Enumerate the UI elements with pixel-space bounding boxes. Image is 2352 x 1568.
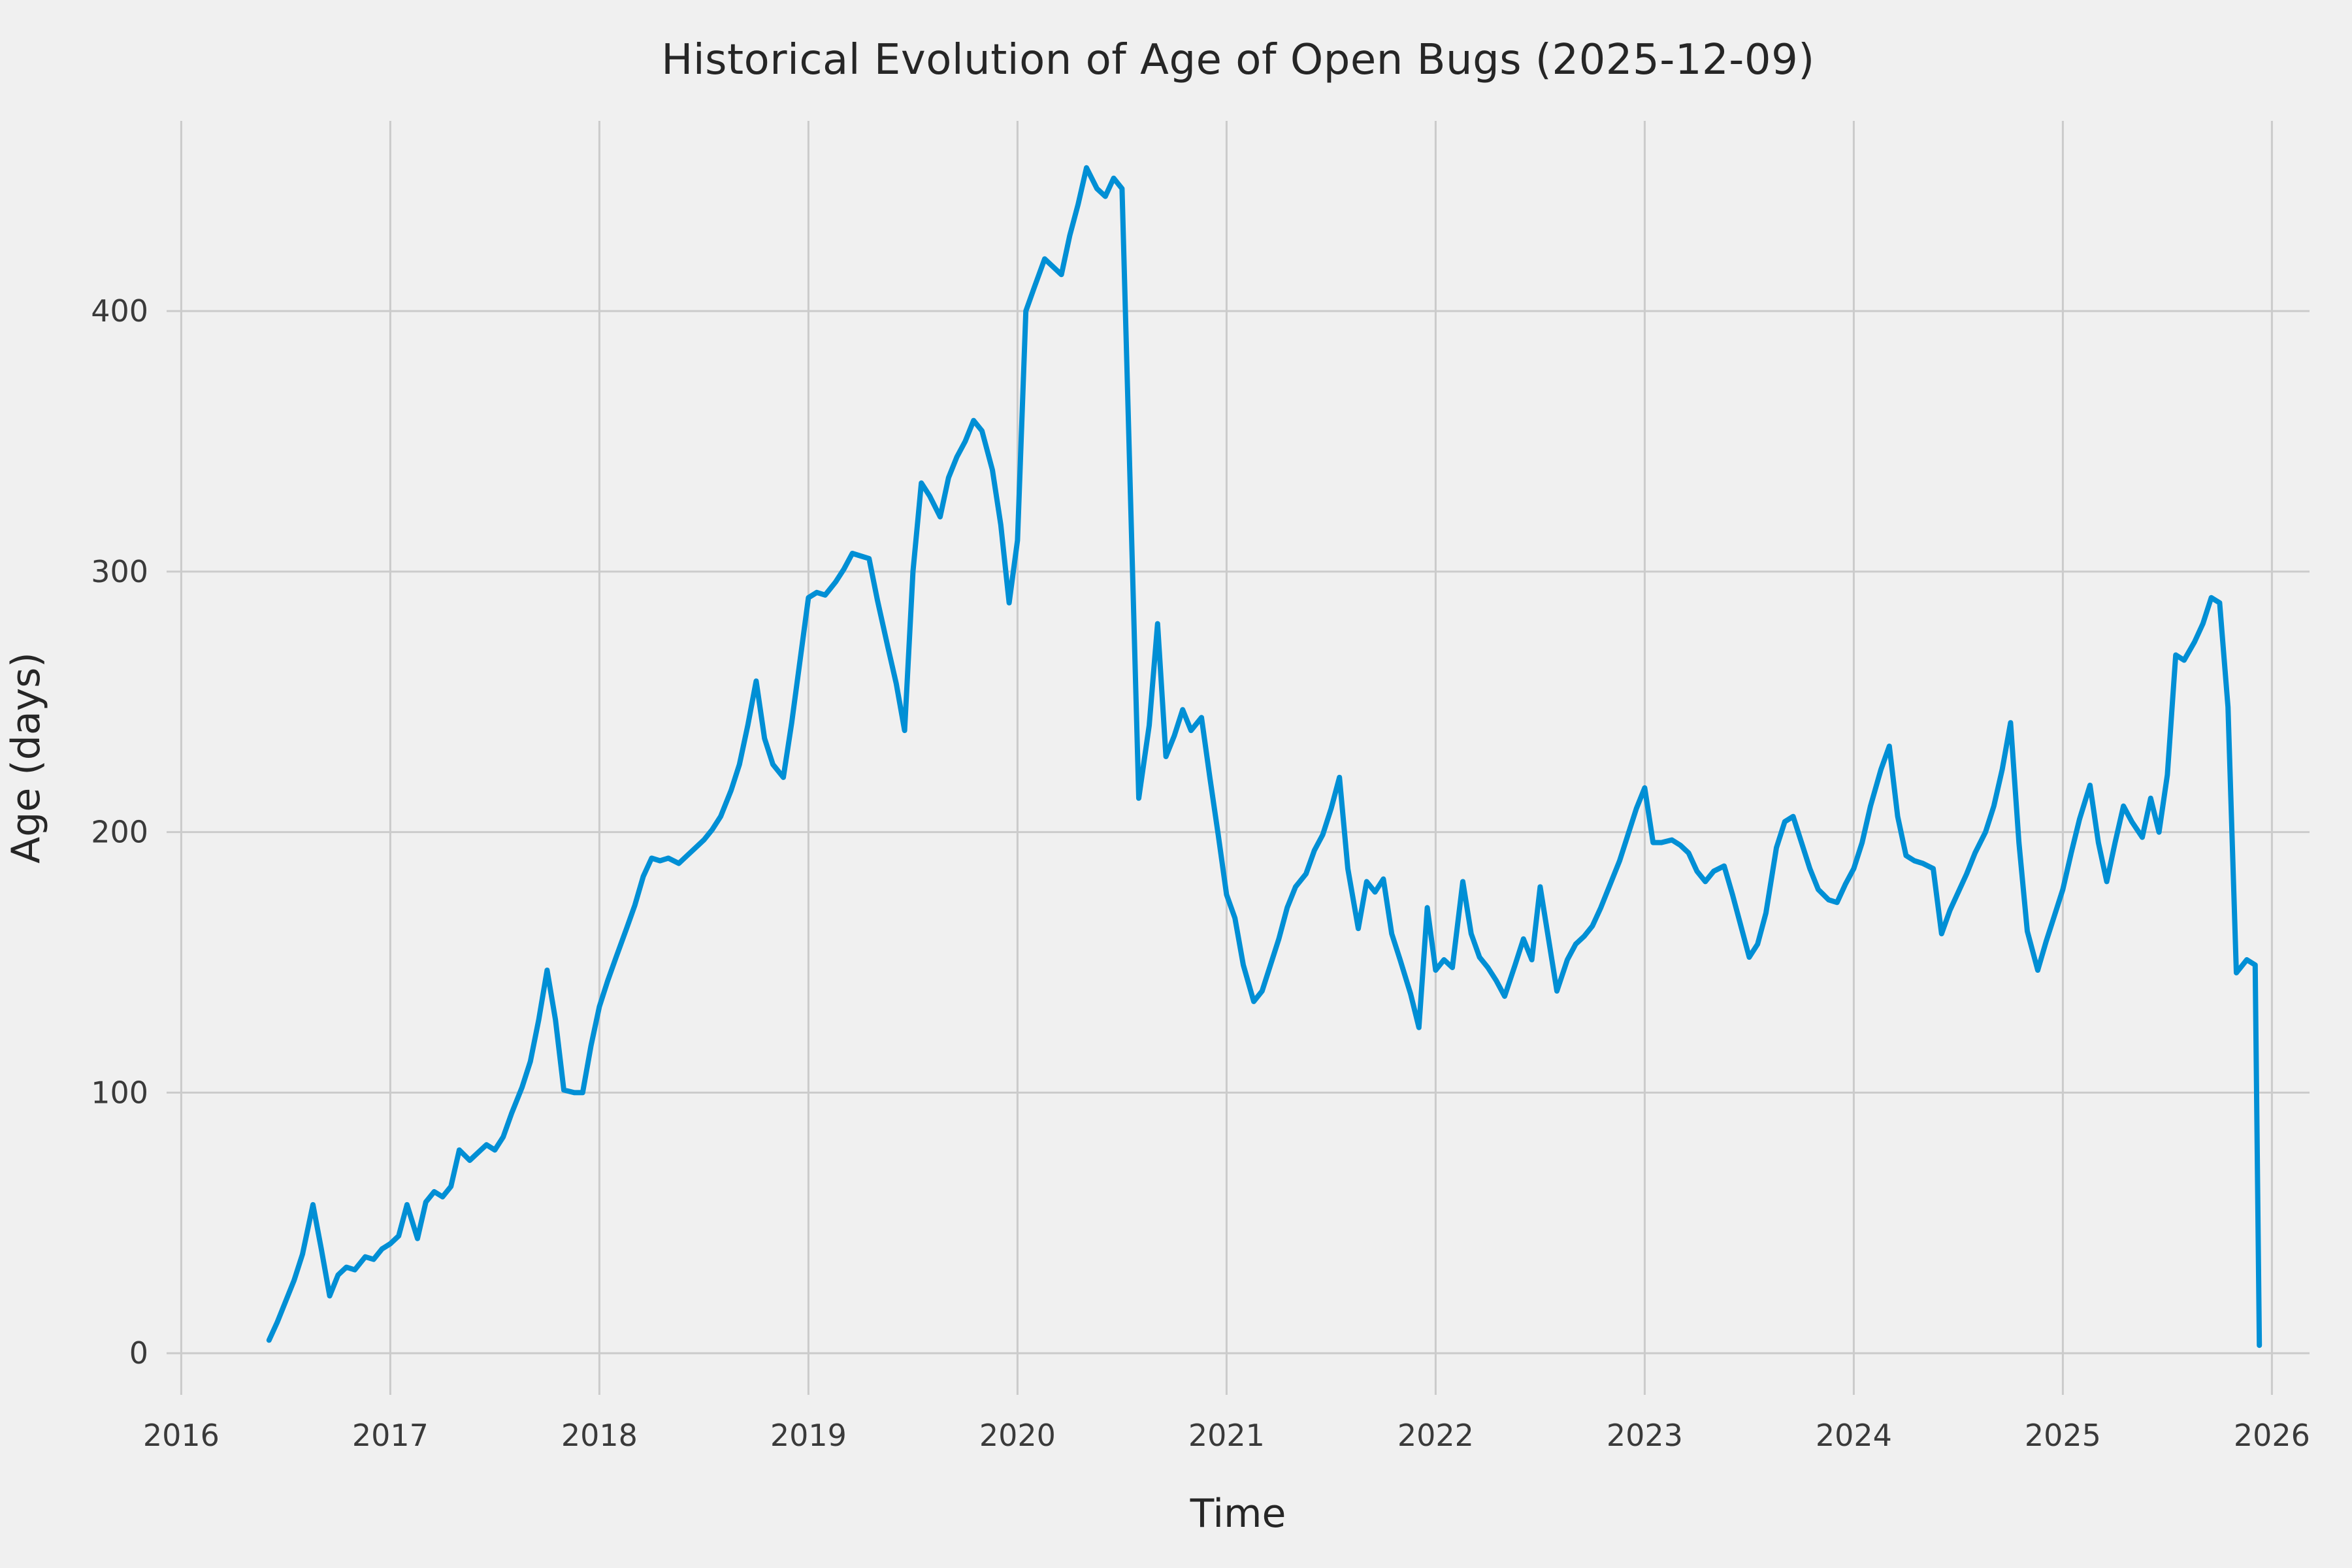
gridlines	[167, 121, 2310, 1395]
chart-title: Historical Evolution of Age of Open Bugs…	[661, 36, 1815, 84]
x-tick-label: 2018	[561, 1418, 638, 1453]
y-tick-label: 100	[91, 1075, 148, 1110]
x-axis-label: Time	[1190, 1491, 1286, 1537]
x-tick-label: 2023	[1607, 1418, 1683, 1453]
y-axis-label: Age (days)	[3, 652, 49, 864]
x-tick-label: 2019	[770, 1418, 847, 1453]
series-age-of-open-bugs	[266, 165, 2262, 1348]
x-tick-label: 2020	[979, 1418, 1056, 1453]
y-tick-label: 0	[129, 1335, 148, 1371]
y-tick-label: 300	[91, 554, 148, 589]
y-tick-label: 400	[91, 293, 148, 329]
x-tick-label: 2022	[1397, 1418, 1474, 1453]
x-tick-label: 2016	[143, 1418, 220, 1453]
x-tick-label: 2025	[2025, 1418, 2101, 1453]
x-tick-label: 2017	[352, 1418, 429, 1453]
x-tick-label: 2026	[2234, 1418, 2310, 1453]
tick-labels: 2016 2017 2018 2019 2020 2021 2022 2023 2024 2025…	[91, 293, 2310, 1453]
y-tick-label: 200	[91, 815, 148, 850]
x-tick-label: 2021	[1188, 1418, 1265, 1453]
x-tick-label: 2024	[1816, 1418, 1892, 1453]
